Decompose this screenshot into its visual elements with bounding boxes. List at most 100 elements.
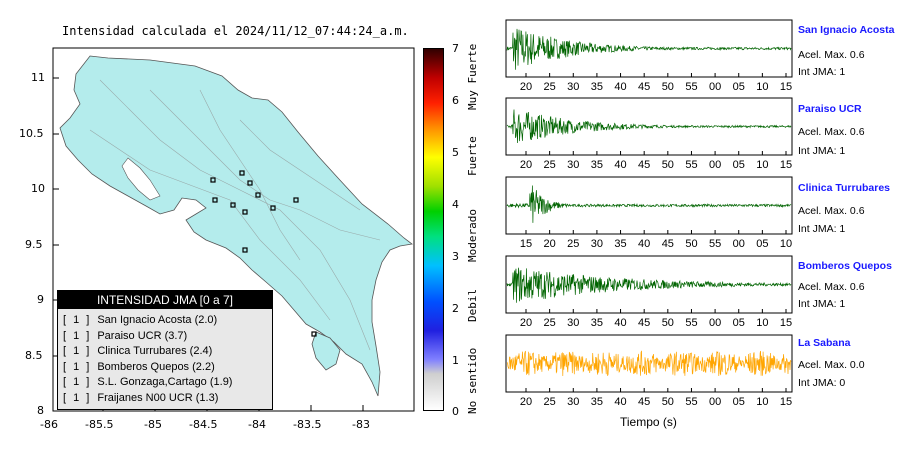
station-markers [210, 170, 317, 337]
waveform-tick-label: 15 [780, 81, 792, 93]
map-y-tick: 8.5 [25, 349, 43, 362]
waveform-tick-label: 00 [709, 81, 721, 93]
legend-item: [ 1 ] Bomberos Quepos (2.2) [58, 360, 272, 376]
waveform-tick-label: 20 [520, 159, 532, 171]
map-y-tick: 10 [31, 182, 45, 195]
map-x-tick: -86 [40, 418, 58, 431]
station-name: San Ignacio Acosta [798, 24, 895, 36]
waveform-tick-label: 50 [662, 396, 674, 408]
station-name: Clinica Turrubares [798, 182, 890, 194]
waveform-tick-label: 55 [685, 396, 697, 408]
waveform-tick-label: 35 [591, 396, 603, 408]
station-acceleration: Acel. Max. 0.6 [798, 281, 865, 293]
waveform-tick-label: 05 [733, 317, 745, 329]
waveform-tick-label: 05 [733, 396, 745, 408]
waveform-tick-label: 50 [662, 159, 674, 171]
waveform-tick-label: 00 [709, 317, 721, 329]
map-y-tick: 10.5 [19, 127, 44, 140]
waveform-tick-label: 25 [544, 81, 556, 93]
map-y-tick: 9 [37, 293, 44, 306]
legend-label: Bomberos Quepos (2.2) [97, 360, 215, 373]
waveform-tick-label: 45 [638, 396, 650, 408]
map-x-tick: -83.5 [293, 418, 322, 431]
legend-title: INTENSIDAD JMA [0 a 7] [58, 291, 272, 309]
waveform-tick-label: 55 [685, 81, 697, 93]
waveform-tick-label: 30 [567, 81, 579, 93]
waveform-tick-label: 10 [756, 317, 768, 329]
waveform-tick-label: 55 [709, 238, 721, 250]
waveform-tick-label: 40 [614, 317, 626, 329]
waveform-tick-label: 45 [638, 317, 650, 329]
waveform-tick-label: 45 [638, 159, 650, 171]
map-x-tick: -84 [248, 418, 266, 431]
waveform-tick-label: 25 [544, 396, 556, 408]
colorbar-tick: 1 [452, 354, 459, 367]
station-jma: Int JMA: 1 [798, 223, 846, 235]
map-y-tick: 9.5 [25, 238, 43, 251]
station-jma: Int JMA: 1 [798, 66, 846, 78]
station-name: La Sabana [798, 337, 851, 349]
waveform-tick-label: 30 [567, 396, 579, 408]
colorbar-tick: 3 [452, 250, 459, 263]
waveform-tick-label: 35 [591, 81, 603, 93]
station-jma: Int JMA: 1 [798, 298, 846, 310]
legend-level: [ 1 ] [63, 376, 92, 388]
waveform-tick-label: 10 [756, 81, 768, 93]
waveform-tick-label: 10 [756, 159, 768, 171]
legend-item: [ 1 ] Clinica Turrubares (2.4) [58, 344, 272, 360]
waveform-tick-label: 00 [733, 238, 745, 250]
legend-level: [ 1 ] [63, 345, 92, 357]
map-x-tick: -85.5 [85, 418, 114, 431]
legend-level: [ 1 ] [63, 391, 92, 404]
map-x-tick: -84.5 [189, 418, 218, 431]
waveform-tick-label: 15 [780, 317, 792, 329]
waveform-tick-label: 25 [544, 159, 556, 171]
time-axis-label: Tiempo (s) [620, 415, 677, 429]
map-x-tick: -83 [352, 418, 370, 431]
intensity-colorbar [423, 48, 444, 411]
waveform-frame [505, 176, 793, 235]
waveform-tick-label: 15 [520, 238, 532, 250]
waveform-trace [506, 350, 792, 377]
waveform-trace [506, 109, 792, 144]
waveform-tick-label: 40 [614, 81, 626, 93]
station-acceleration: Acel. Max. 0.6 [798, 126, 865, 138]
legend-item: [ 1 ] San Ignacio Acosta (2.0) [58, 313, 272, 329]
station-name: Paraiso UCR [798, 103, 862, 115]
legend-level: [ 1 ] [63, 360, 92, 373]
waveform-tick-label: 20 [544, 238, 556, 250]
waveform-tick-label: 30 [567, 159, 579, 171]
waveform-tick-label: 35 [591, 159, 603, 171]
waveform-tick-label: 00 [709, 159, 721, 171]
station-jma: Int JMA: 1 [798, 145, 846, 157]
nicoya-gulf [121, 157, 161, 201]
osa-peninsula [311, 331, 341, 371]
waveform-tick-label: 55 [685, 159, 697, 171]
map-title: Intensidad calculada el 2024/11/12_07:44… [62, 24, 409, 38]
intensity-legend: INTENSIDAD JMA [0 a 7] [ 1 ] San Ignacio … [57, 290, 273, 410]
waveform-tick-label: 50 [662, 317, 674, 329]
legend-label: Paraiso UCR (3.7) [97, 329, 188, 342]
road-network [89, 79, 381, 351]
waveform-tick-label: 10 [756, 396, 768, 408]
waveform-tick-label: 20 [520, 81, 532, 93]
waveform-tick-label: 10 [780, 238, 792, 250]
waveform-tick-label: 45 [638, 81, 650, 93]
waveform-tick-label: 05 [733, 159, 745, 171]
colorbar-tick: 7 [452, 42, 459, 55]
waveform-tick-label: 40 [614, 396, 626, 408]
map-x-tick: -85 [144, 418, 162, 431]
legend-item: [ 1 ] S.L. Gonzaga,Cartago (1.9) [58, 375, 272, 391]
waveform-tick-label: 20 [520, 396, 532, 408]
waveform-tick-label: 20 [520, 317, 532, 329]
legend-label: Clinica Turrubares (2.4) [97, 345, 213, 357]
waveform-tick-label: 50 [685, 238, 697, 250]
map-y-tick: 8 [37, 404, 44, 417]
colorbar-tick: 6 [452, 94, 459, 107]
waveform-tick-label: 30 [567, 317, 579, 329]
colorbar-tick: 0 [452, 405, 459, 418]
waveform-trace [506, 185, 792, 223]
station-name: Bomberos Quepos [798, 260, 892, 272]
waveform-tick-label: 35 [614, 238, 626, 250]
